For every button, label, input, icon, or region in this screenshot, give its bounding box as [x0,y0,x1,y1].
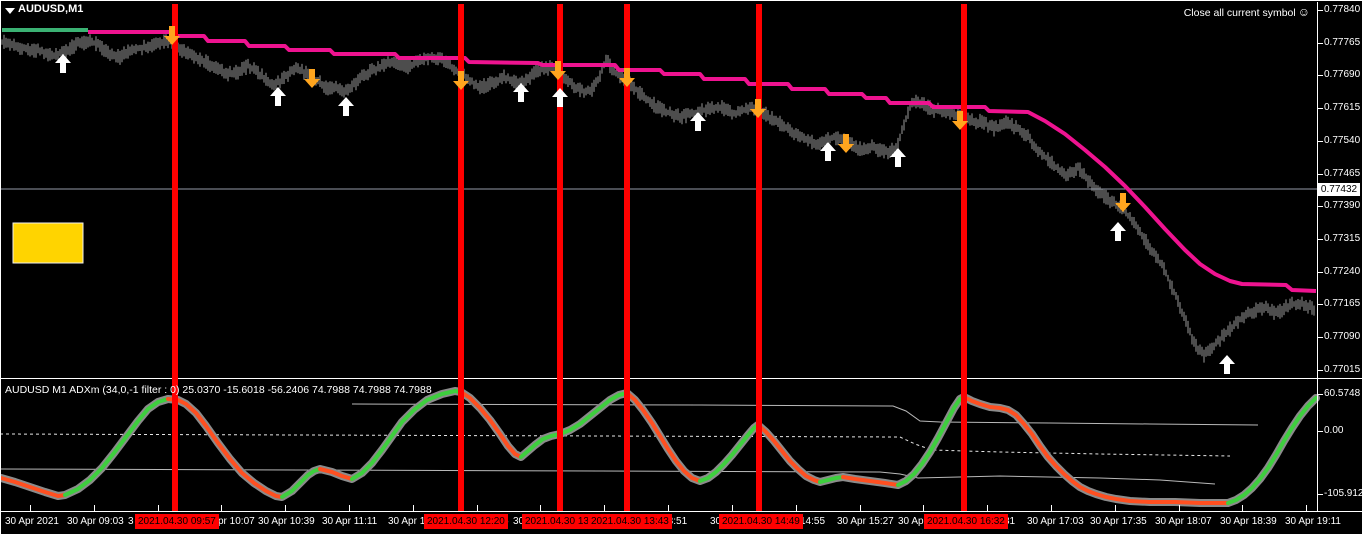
price-axis-label: 0.77615 [1324,102,1361,113]
sell-arrow-icon [619,68,635,87]
price-axis-label: 0.77465 [1324,168,1361,179]
price-axis-label: 0.77165 [1324,298,1361,309]
buy-arrow-icon [890,148,906,167]
price-axis-label: 0.77315 [1324,233,1361,244]
adxm-curve-orange-segment [625,391,702,483]
time-axis-red-label: 2021.04.30 16:32 [924,514,1008,529]
trend-line-pink [88,30,1317,293]
sell-arrow-icon [952,111,968,130]
indicator-lower-level [0,468,1216,485]
time-axis-label: 30 Apr 11:11 [322,516,378,527]
time-axis-label: 31 [1004,516,1016,527]
smiley-icon: ☺ [1297,5,1310,19]
time-axis-label: 30 Apr [898,516,927,527]
buy-arrow-icon [55,54,71,73]
adxm-curve-outline [0,387,1320,507]
buy-arrow-icon [338,97,354,116]
indicator-axis-label: 0.00 [1324,425,1344,436]
adxm-curve-orange-segment [756,423,822,484]
indicator-axis-label: 60.5748 [1324,388,1361,399]
sell-arrow-icon [550,61,566,80]
price-axis-label: 0.77840 [1324,4,1361,15]
sell-arrow-icon [453,71,469,90]
price-axis-label: 0.77240 [1324,266,1361,277]
buy-arrow-icon [690,112,706,131]
indicator-header: AUDUSD M1 ADXm (34,0,-1 filter : 0) 25.0… [5,384,432,396]
buy-arrow-icon [270,87,286,106]
time-axis-label: pr 10:07 [218,516,255,527]
adxm-curve-green-segment [698,423,760,483]
time-axis-label: 30 Apr 17:35 [1090,516,1147,527]
adxm-curve-orange-segment [0,476,67,498]
symbol-timeframe-label: AUDUSD,M1 [18,3,84,15]
time-axis-label: 30 Apr 2021 [5,516,59,527]
yellow-rectangle-object[interactable] [12,222,84,264]
time-axis-red-label: 2021.04.30 14:49 [719,514,803,529]
price-axis-label: 0.77765 [1324,37,1361,48]
time-axis-label: 30 Apr 19:11 [1285,516,1341,527]
price-axis-label: 0.77090 [1324,331,1361,342]
close-all-button[interactable]: Close all current symbol ☺ [1184,5,1310,19]
adxm-curve-green-segment [1226,396,1318,505]
adxm-curve-green-segment [350,389,463,481]
adxm-curve-orange-segment [459,390,523,459]
indicator-axis-label: -105.9121 [1324,488,1362,499]
price-axis-label: 0.77390 [1324,200,1361,211]
adxm-curve-green-segment [896,395,966,487]
close-all-label: Close all current symbol [1183,7,1296,19]
current-price-tag: 0.77432 [1318,183,1360,196]
buy-arrow-icon [820,142,836,161]
adxm-curve-orange-segment [962,395,1230,505]
adxm-curve-orange-segment [166,397,284,499]
sell-arrow-icon [838,134,854,153]
time-axis-red-label: 2021.04.30 13: [522,514,595,529]
time-axis-label: 30 Apr 17:03 [1027,516,1084,527]
adxm-curve-orange-segment [841,475,900,487]
time-axis-label: 30 Apr 10:39 [258,516,315,527]
symbol-dropdown-icon[interactable] [5,8,15,14]
time-axis-label: 30 Apr 09:03 [67,516,124,527]
adxm-curve-orange-segment [318,467,354,481]
time-axis-red-label: 2021.04.30 13:43 [588,514,672,529]
buy-arrow-icon [1110,222,1126,241]
time-axis-red-label: 2021.04.30 09:57 [135,514,219,529]
candlestick-series [1,34,1315,363]
time-axis-label: 3 [128,516,134,527]
adxm-curve-green-segment [63,397,170,497]
sell-arrow-icon [304,69,320,88]
price-axis-label: 0.77015 [1324,364,1361,375]
time-axis-label: 30 [710,516,722,527]
time-axis-label: 30 Apr 15:27 [837,516,894,527]
adxm-curve-green-segment [519,391,629,459]
sell-arrow-icon [164,26,180,45]
price-axis-label: 0.77540 [1324,135,1361,146]
sell-arrow-icon [750,99,766,118]
time-axis-label: 30 Apr 18:39 [1220,516,1277,527]
time-axis-label: 30 Apr 18:07 [1155,516,1212,527]
buy-arrow-icon [513,83,529,102]
indicator-upper-level [351,403,1259,426]
time-axis-label: 14:55 [800,516,826,527]
buy-arrow-icon [1219,355,1235,374]
time-axis-label: 30 [513,516,525,527]
price-axis-label: 0.77690 [1324,69,1361,80]
adxm-curve-green-segment [280,467,322,499]
buy-arrow-icon [552,88,568,107]
sell-arrow-icon [1115,193,1131,212]
time-axis-label: 30 Apr 1 [388,516,426,527]
time-axis-red-label: 2021.04.30 12:20 [424,514,508,529]
indicator-dashed-level [0,433,1231,457]
adxm-curve-green-segment [818,475,845,484]
